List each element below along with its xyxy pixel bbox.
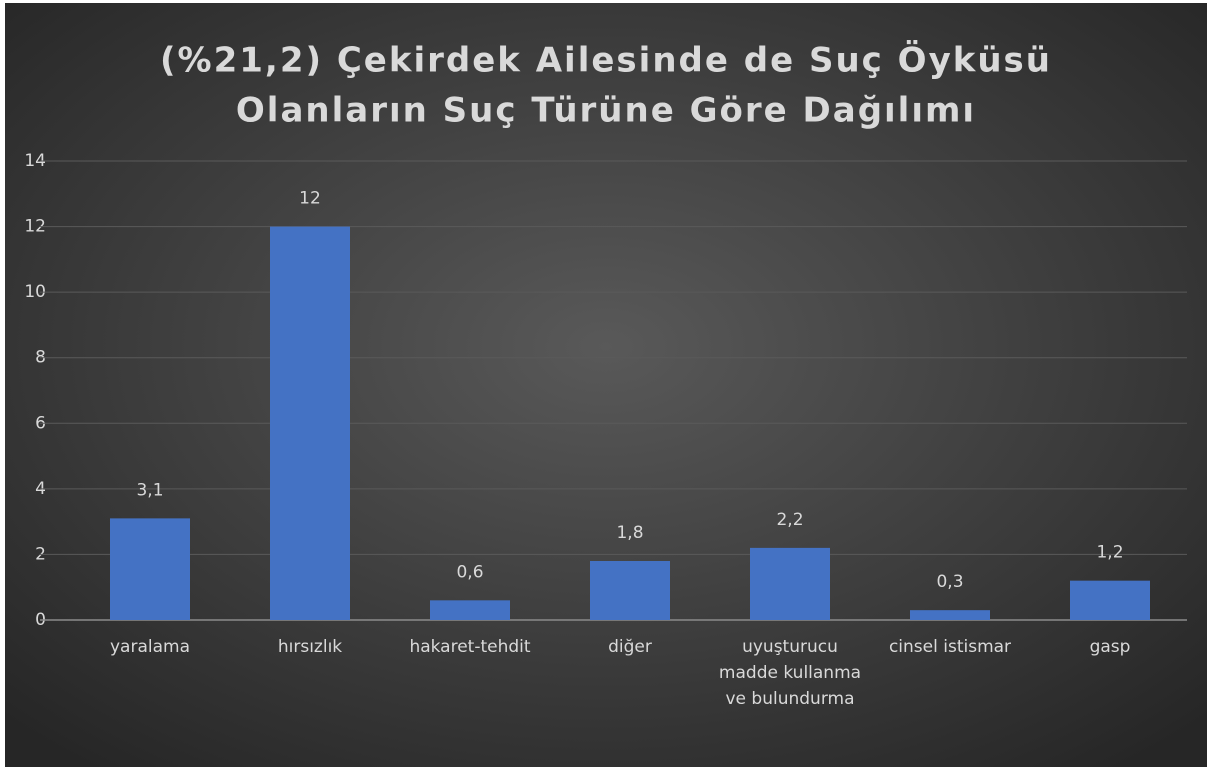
data-label: 0,6 (456, 562, 483, 582)
data-label: 1,2 (1096, 543, 1123, 563)
chart-title: (%21,2) Çekirdek Ailesinde de Suç Öyküsü (160, 40, 1052, 81)
bar (590, 560, 670, 620)
x-tick-label-box: hakaret-tehdit (409, 637, 531, 657)
bar (270, 226, 350, 621)
x-tick-label: hırsızlık (277, 637, 343, 657)
x-tick-label: hakaret-tehdit (409, 637, 531, 657)
data-label: 0,3 (936, 572, 963, 592)
y-tick-label: 14 (24, 151, 46, 171)
y-tick-label: 10 (24, 282, 46, 302)
data-label: 12 (299, 189, 321, 209)
x-tick-label: uyuşturucu madde kullanma ve bulundurma (718, 637, 862, 709)
x-tick-label: gasp (1089, 637, 1131, 657)
x-tick-label: yaralama (109, 637, 190, 657)
x-tick-label: cinsel istismar (888, 637, 1012, 657)
background (5, 3, 1207, 767)
bar (1070, 580, 1150, 620)
x-tick-label-box: diğer (608, 637, 652, 657)
x-tick-label: diğer (608, 637, 652, 657)
chart-title: Olanların Suç Türüne Göre Dağılımı (236, 91, 976, 131)
x-tick-label-box: gasp (1089, 637, 1131, 657)
bar (750, 547, 830, 620)
x-tick-label-box: uyuşturucu madde kullanma ve bulundurma (718, 637, 862, 709)
bar (430, 600, 510, 620)
data-label: 3,1 (136, 480, 163, 500)
bar (910, 610, 990, 620)
bar (110, 518, 190, 620)
x-tick-label-box: hırsızlık (277, 637, 343, 657)
data-label: 1,8 (616, 523, 643, 543)
x-tick-label-box: yaralama (109, 637, 190, 657)
data-label: 2,2 (776, 510, 803, 530)
x-tick-label-box: cinsel istismar (888, 637, 1012, 657)
y-tick-label: 12 (24, 217, 46, 237)
